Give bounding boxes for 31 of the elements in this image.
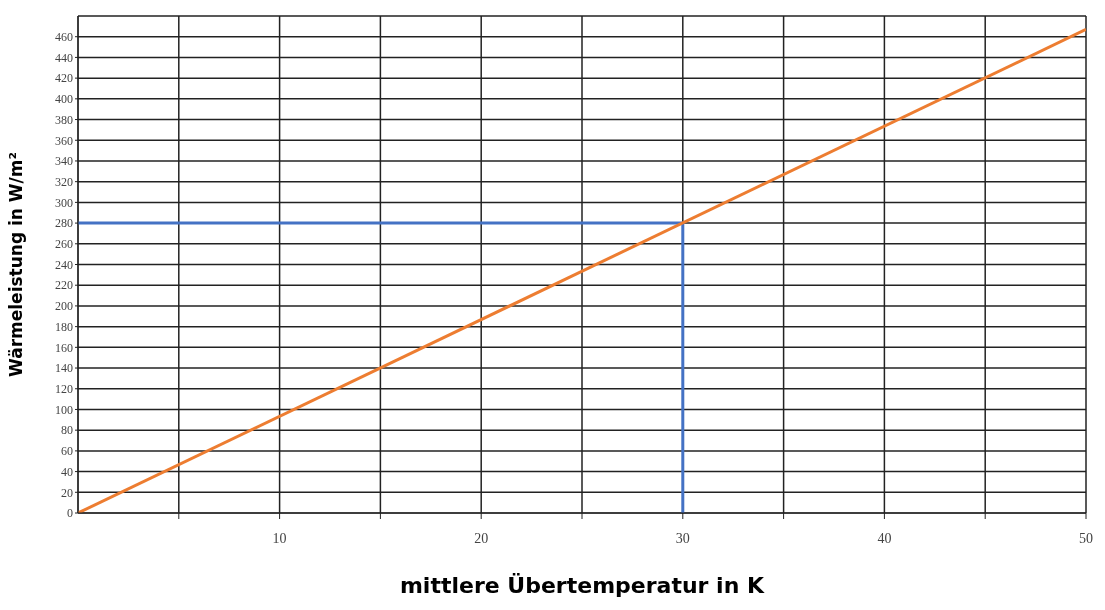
x-tick-label: 40 bbox=[877, 530, 892, 546]
y-tick-label: 60 bbox=[61, 444, 73, 459]
y-tick-label: 200 bbox=[55, 299, 73, 314]
y-tick-label: 160 bbox=[55, 340, 73, 355]
y-tick-label: 400 bbox=[55, 92, 73, 107]
x-tick-label: 30 bbox=[675, 530, 690, 546]
y-tick-label: 460 bbox=[55, 29, 73, 44]
x-tick-label: 10 bbox=[272, 530, 287, 546]
y-tick-label: 340 bbox=[55, 154, 73, 169]
y-tick-label: 300 bbox=[55, 195, 73, 210]
y-tick-label: 440 bbox=[55, 50, 73, 65]
x-tick-label: 50 bbox=[1079, 530, 1093, 546]
x-axis-title: mittlere Übertemperatur in K bbox=[399, 573, 765, 598]
y-tick-label: 420 bbox=[55, 71, 73, 86]
y-tick-label: 180 bbox=[55, 319, 73, 334]
y-tick-label: 40 bbox=[61, 464, 73, 479]
y-tick-label: 260 bbox=[55, 237, 73, 252]
y-tick-label: 20 bbox=[61, 485, 73, 500]
y-tick-label: 360 bbox=[55, 133, 73, 148]
y-tick-label: 140 bbox=[55, 361, 73, 376]
y-tick-label: 0 bbox=[67, 506, 73, 521]
y-tick-label: 240 bbox=[55, 257, 73, 272]
y-tick-label: 120 bbox=[55, 382, 73, 397]
y-axis-title: Wärmeleistung in W/m² bbox=[6, 152, 26, 377]
y-tick-label: 80 bbox=[61, 423, 73, 438]
y-tick-label: 280 bbox=[55, 216, 73, 231]
y-tick-label: 380 bbox=[55, 112, 73, 127]
y-tick-label: 320 bbox=[55, 174, 73, 189]
x-tick-label: 20 bbox=[474, 530, 489, 546]
y-tick-label: 220 bbox=[55, 278, 73, 293]
y-tick-label: 100 bbox=[55, 402, 73, 417]
